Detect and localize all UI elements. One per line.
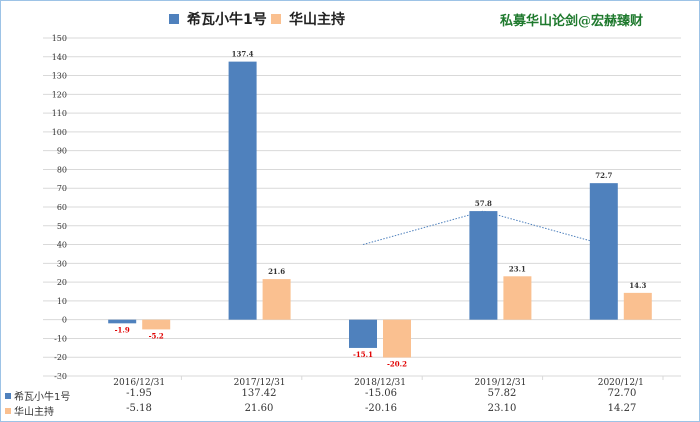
y-tick-label: 10 [57, 297, 67, 306]
y-tick-label: 30 [57, 259, 67, 268]
table-cell: -5.18 [126, 403, 152, 414]
legend-label-series-2: 华山主持 [289, 12, 345, 28]
bar-1 [469, 211, 498, 320]
table-series-name-2: 华山主持 [14, 407, 54, 418]
y-tick-label: 120 [52, 90, 67, 99]
bar-1 [349, 319, 377, 348]
data-label: 21.6 [268, 267, 285, 276]
table-cell: 23.10 [487, 403, 517, 414]
data-label: -1.9 [115, 325, 130, 334]
table-cell: 72.70 [607, 388, 637, 399]
y-tick-label: 70 [57, 184, 67, 193]
bar-2 [383, 319, 411, 358]
table-swatch-series-2 [5, 407, 11, 414]
table-cell: 137.42 [241, 388, 277, 399]
legend-item-series-1: 希瓦小牛1号 [169, 9, 267, 29]
data-label: -5.2 [149, 331, 164, 340]
table-series-name-1: 希瓦小牛1号 [14, 392, 71, 403]
y-tick-label: 110 [52, 109, 67, 118]
legend-swatch-series-2 [271, 14, 281, 24]
data-label: -20.2 [387, 360, 407, 369]
y-tick-label: 50 [57, 222, 67, 231]
y-tick-label: 140 [52, 53, 67, 62]
x-category-label: 2020/12/1 [598, 378, 644, 388]
y-tick-label: -10 [54, 334, 67, 343]
x-category-label: 2016/12/31 [113, 378, 165, 388]
y-tick-label: 150 [52, 34, 67, 43]
data-label: 137.4 [232, 50, 254, 59]
y-tick-label: 20 [57, 278, 67, 287]
brand-watermark: 私募华山论剑@宏赫臻财 [500, 14, 644, 29]
bar-2 [262, 279, 291, 320]
legend-swatch-series-1 [169, 14, 179, 24]
bar-1 [228, 61, 257, 320]
data-label: 72.7 [595, 171, 612, 180]
y-tick-label: 0 [62, 316, 67, 325]
table-cell: 57.82 [487, 388, 517, 399]
table-row-series-1: 希瓦小牛1号 -1.95 137.42 -15.06 57.82 72.70 [1, 388, 699, 403]
table-row-series-2: 华山主持 -5.18 21.60 -20.16 23.10 14.27 [1, 403, 699, 418]
table-cell: 14.27 [607, 403, 637, 414]
table-cell: -20.16 [364, 403, 397, 414]
bar-2 [503, 276, 532, 320]
data-label: 14.3 [629, 281, 646, 290]
x-category-label: 2017/12/31 [234, 378, 286, 388]
table-cell: 21.60 [244, 403, 274, 414]
y-tick-label: 60 [57, 203, 67, 212]
table-row-label-series-1: 希瓦小牛1号 [5, 388, 70, 403]
y-tick-label: 100 [52, 128, 67, 137]
table-cell: -15.06 [364, 388, 397, 399]
table-cell: -1.95 [126, 388, 152, 399]
table-row-label-series-2: 华山主持 [5, 403, 54, 418]
y-tick-label: 40 [57, 241, 67, 250]
bar-1 [108, 319, 137, 324]
bar-2 [142, 319, 171, 330]
y-tick-label: -20 [54, 353, 67, 362]
y-tick-label: 90 [57, 147, 67, 156]
legend-label-series-1: 希瓦小牛1号 [187, 12, 267, 28]
y-tick-label: 80 [57, 165, 67, 174]
table-swatch-series-1 [5, 392, 11, 399]
legend-item-series-2: 华山主持 [271, 9, 345, 29]
y-tick-label: 130 [52, 72, 67, 81]
x-category-label: 2018/12/31 [354, 378, 406, 388]
trendline [362, 210, 604, 246]
bar-1 [589, 183, 618, 320]
data-label: 57.8 [475, 199, 492, 208]
data-label: -15.1 [353, 350, 373, 359]
data-label: 23.1 [509, 264, 526, 273]
bar-2 [623, 292, 652, 320]
x-category-label: 2019/12/31 [474, 378, 526, 388]
